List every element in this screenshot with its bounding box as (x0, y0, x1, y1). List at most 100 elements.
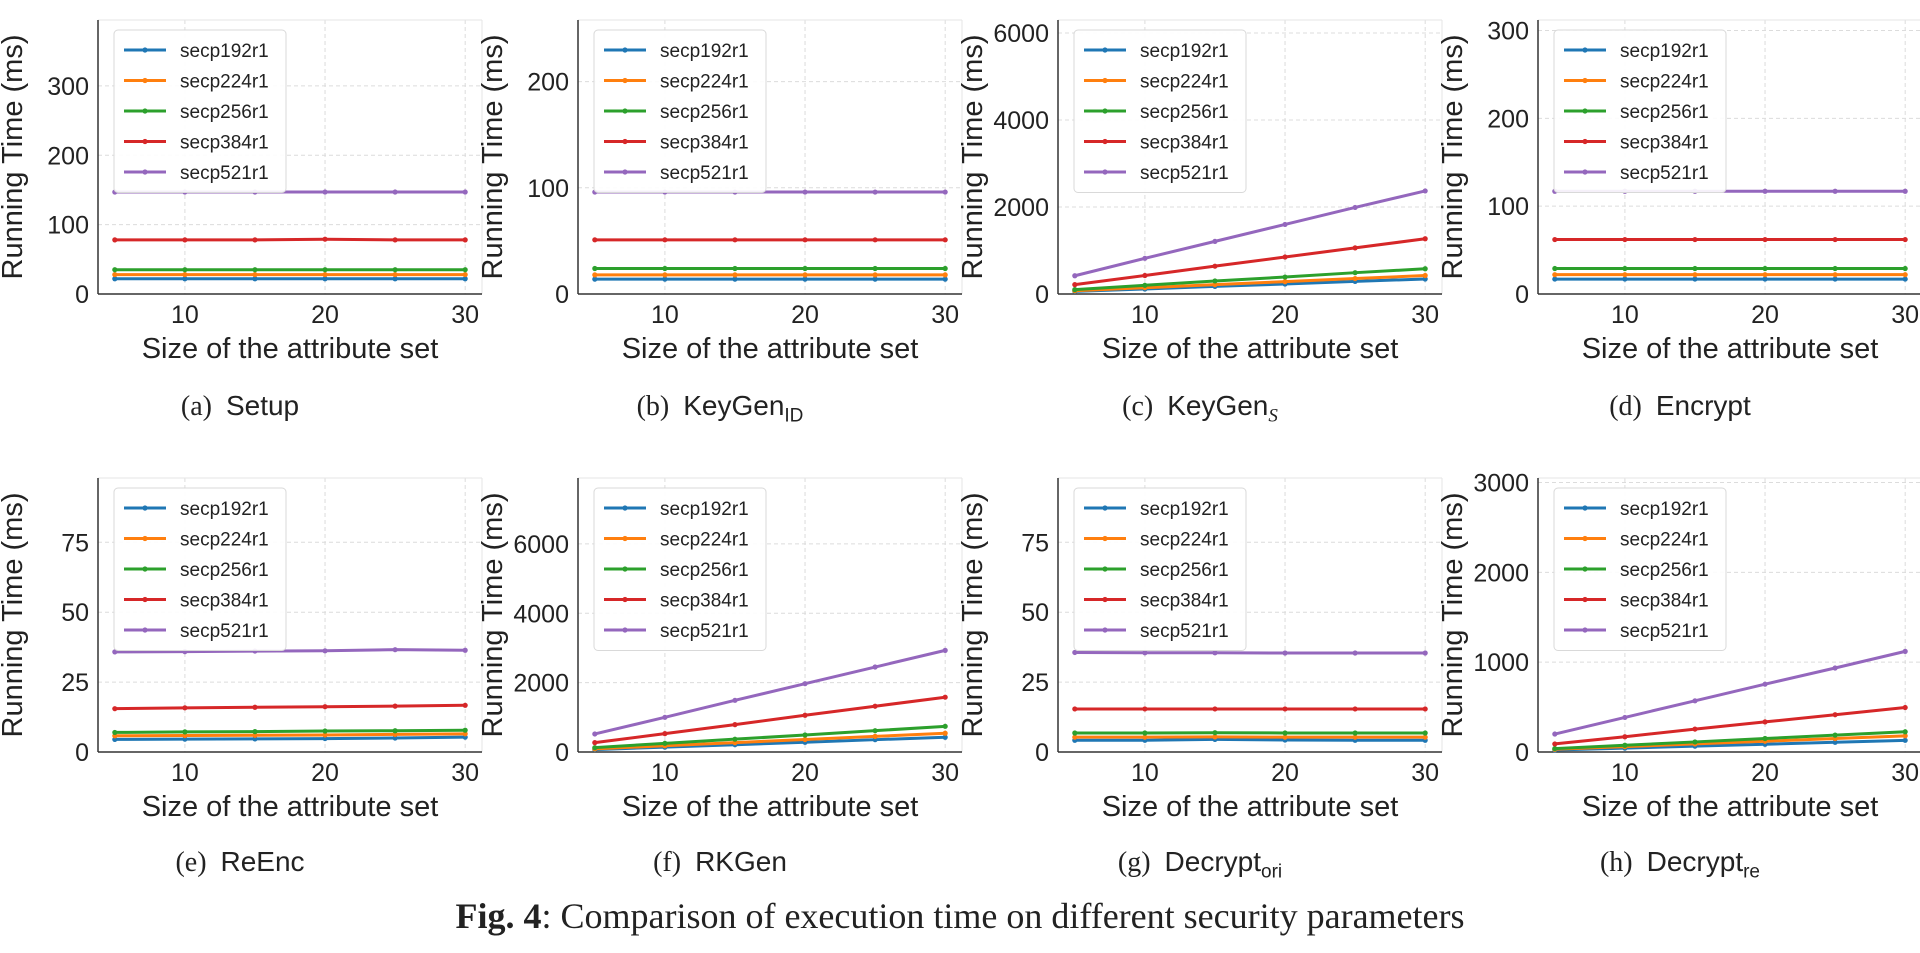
legend-label: secp384r1 (180, 591, 269, 612)
legend-marker (1582, 78, 1587, 83)
data-point-secp521r1 (1212, 239, 1217, 244)
legend-label: secp192r1 (180, 499, 269, 520)
data-point-secp384r1 (1762, 237, 1767, 242)
legend-label: secp256r1 (660, 560, 749, 581)
legend-marker (1102, 108, 1107, 113)
panel-name: KeyGen (1167, 390, 1268, 421)
legend-marker (622, 78, 627, 83)
data-point-secp224r1 (252, 272, 257, 277)
data-point-secp384r1 (1833, 237, 1838, 242)
data-point-secp384r1 (1622, 237, 1627, 242)
legend-label: secp192r1 (1140, 41, 1229, 62)
data-point-secp192r1 (1903, 738, 1908, 743)
legend-label: secp224r1 (180, 530, 269, 551)
x-tick-label: 10 (1611, 759, 1639, 787)
legend-label: secp521r1 (1620, 163, 1709, 184)
legend-label: secp224r1 (1140, 530, 1229, 551)
y-tick-label: 2000 (513, 670, 569, 698)
data-point-secp521r1 (873, 664, 878, 669)
data-point-secp521r1 (1423, 650, 1428, 655)
legend-marker (1102, 627, 1107, 632)
data-point-secp384r1 (1142, 706, 1147, 711)
panel-label: (a) (181, 391, 212, 422)
legend-label: secp224r1 (1140, 72, 1229, 93)
legend-label: secp384r1 (1140, 591, 1229, 612)
data-point-secp256r1 (1423, 266, 1428, 271)
data-point-secp224r1 (802, 272, 807, 277)
y-tick-label: 300 (1487, 18, 1529, 46)
legend-marker (622, 566, 627, 571)
legend-marker (1102, 536, 1107, 541)
legend-label: secp521r1 (660, 621, 749, 642)
data-point-secp384r1 (1423, 706, 1428, 711)
data-point-secp521r1 (732, 698, 737, 703)
figure-caption-text: : Comparison of execution time on differ… (541, 896, 1464, 936)
x-tick-label: 30 (931, 301, 959, 329)
data-point-secp256r1 (463, 267, 468, 272)
x-tick-label: 20 (791, 301, 819, 329)
legend-label: secp192r1 (1620, 41, 1709, 62)
data-point-secp521r1 (1353, 650, 1358, 655)
y-tick-label: 6000 (993, 20, 1049, 48)
data-point-secp256r1 (1552, 746, 1557, 751)
data-point-secp256r1 (1072, 287, 1077, 292)
legend-marker (1582, 505, 1587, 510)
legend-label: secp521r1 (660, 163, 749, 184)
data-point-secp384r1 (1282, 254, 1287, 259)
data-point-secp384r1 (1903, 705, 1908, 710)
y-tick-label: 0 (1515, 739, 1529, 767)
data-point-secp256r1 (1833, 733, 1838, 738)
panel-subscript: re (1743, 862, 1760, 883)
data-point-secp384r1 (463, 237, 468, 242)
legend-label: secp224r1 (660, 72, 749, 93)
data-point-secp256r1 (1903, 729, 1908, 734)
data-point-secp256r1 (112, 267, 117, 272)
x-tick-label: 20 (1271, 301, 1299, 329)
legend-marker (142, 597, 147, 602)
data-point-secp521r1 (802, 189, 807, 194)
panel-caption-h: (h) Decryptre (1440, 846, 1920, 884)
series-line-secp384r1 (115, 239, 465, 240)
data-point-secp521r1 (662, 715, 667, 720)
data-point-secp256r1 (1212, 730, 1217, 735)
data-point-secp384r1 (1833, 712, 1838, 717)
legend-label: secp224r1 (1620, 530, 1709, 551)
data-point-secp384r1 (112, 706, 117, 711)
legend-label: secp521r1 (180, 621, 269, 642)
data-point-secp224r1 (802, 737, 807, 742)
data-point-secp224r1 (943, 731, 948, 736)
y-tick-label: 2000 (993, 194, 1049, 222)
y-tick-label: 4000 (513, 600, 569, 628)
y-tick-label: 25 (1021, 669, 1049, 697)
legend-label: secp256r1 (1140, 560, 1229, 581)
legend-marker (622, 597, 627, 602)
y-tick-label: 300 (47, 73, 89, 101)
x-tick-label: 30 (931, 759, 959, 787)
legend-label: secp256r1 (1140, 102, 1229, 123)
data-point-secp256r1 (463, 728, 468, 733)
data-point-secp224r1 (1903, 272, 1908, 277)
y-axis-label: Running Time (ms) (1437, 493, 1469, 738)
data-point-secp224r1 (1833, 272, 1838, 277)
x-tick-label: 30 (451, 759, 479, 787)
data-point-secp224r1 (943, 272, 948, 277)
data-point-secp384r1 (732, 722, 737, 727)
y-axis-label: Running Time (ms) (0, 35, 29, 280)
data-point-secp521r1 (1622, 715, 1627, 720)
x-tick-label: 30 (1411, 301, 1439, 329)
data-point-secp256r1 (662, 266, 667, 271)
data-point-secp256r1 (1353, 270, 1358, 275)
data-point-secp521r1 (1282, 222, 1287, 227)
legend-marker (622, 108, 627, 113)
legend-label: secp192r1 (660, 41, 749, 62)
series-line-secp192r1 (1075, 739, 1425, 740)
data-point-secp384r1 (1762, 719, 1767, 724)
x-tick-label: 10 (651, 301, 679, 329)
legend-marker (1102, 566, 1107, 571)
x-tick-label: 10 (171, 301, 199, 329)
